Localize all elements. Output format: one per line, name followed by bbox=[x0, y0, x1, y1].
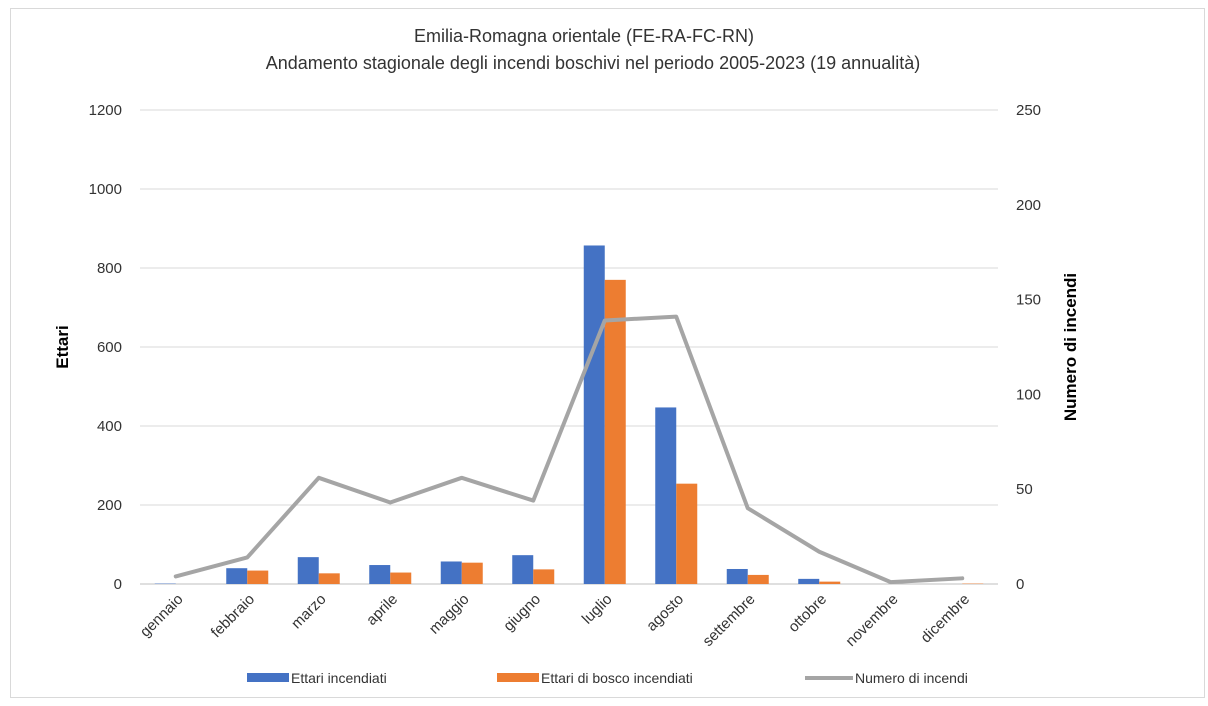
y2-tick-label: 200 bbox=[1016, 197, 1041, 214]
y2-tick-label: 50 bbox=[1016, 481, 1033, 498]
right-axis-ticks: 0 50 100 150 200 250 bbox=[1016, 102, 1041, 593]
chart-subtitle: Andamento stagionale degli incendi bosch… bbox=[266, 53, 920, 73]
bar-ettari-incendiati-marzo bbox=[297, 557, 319, 584]
bar-ettari-incendiati-ottobre bbox=[798, 578, 820, 584]
y-axis-title: Ettari bbox=[53, 325, 72, 368]
x-tick-label: marzo bbox=[288, 591, 329, 632]
legend-item: Ettari di bosco incendiati bbox=[497, 670, 693, 686]
x-tick-label: febbraio bbox=[208, 591, 258, 641]
y2-tick-label: 150 bbox=[1016, 292, 1041, 309]
legend-item: Ettari incendiati bbox=[247, 670, 387, 686]
bar-ettari-bosco-luglio bbox=[604, 279, 626, 584]
y-tick-label: 800 bbox=[97, 260, 122, 277]
x-tick-label: settembre bbox=[699, 591, 758, 650]
bar-ettari-bosco-marzo bbox=[318, 573, 340, 584]
y-tick-label: 1200 bbox=[89, 102, 122, 119]
bar-ettari-bosco-agosto bbox=[676, 483, 698, 584]
y2-axis-title: Numero di incendi bbox=[1061, 273, 1080, 421]
x-tick-label: maggio bbox=[426, 591, 473, 638]
y2-tick-label: 100 bbox=[1016, 386, 1041, 403]
y2-tick-label: 0 bbox=[1016, 576, 1024, 593]
bar-ettari-bosco-ottobre bbox=[819, 581, 841, 584]
x-tick-label: novembre bbox=[842, 591, 901, 650]
line-series bbox=[173, 314, 965, 585]
bar-ettari-bosco-febbraio bbox=[247, 570, 269, 584]
bar-ettari-incendiati-giugno bbox=[512, 555, 534, 584]
legend-label: Ettari di bosco incendiati bbox=[541, 670, 693, 686]
line-numero-incendi bbox=[173, 314, 965, 585]
y-tick-label: 200 bbox=[97, 497, 122, 514]
bar-ettari-bosco-maggio bbox=[461, 562, 483, 584]
legend-label: Numero di incendi bbox=[855, 670, 968, 686]
legend-label: Ettari incendiati bbox=[291, 670, 387, 686]
bar-ettari-incendiati-luglio bbox=[583, 245, 605, 585]
legend: Ettari incendiati Ettari di bosco incendi… bbox=[247, 670, 968, 686]
legend-item: Numero di incendi bbox=[805, 670, 968, 686]
bar-ettari-incendiati-maggio bbox=[440, 561, 462, 584]
bar-ettari-bosco-giugno bbox=[533, 569, 555, 584]
x-tick-label: giugno bbox=[500, 591, 544, 635]
gridlines bbox=[140, 109, 998, 585]
y-tick-label: 1000 bbox=[89, 181, 122, 198]
bar-ettari-bosco-aprile bbox=[390, 572, 412, 584]
bar-ettari-incendiati-febbraio bbox=[226, 568, 248, 584]
bars bbox=[154, 245, 984, 585]
legend-swatch bbox=[247, 673, 289, 682]
legend-swatch bbox=[497, 673, 539, 682]
y2-tick-label: 250 bbox=[1016, 102, 1041, 119]
bar-ettari-incendiati-settembre bbox=[726, 568, 748, 584]
bar-ettari-incendiati-aprile bbox=[369, 565, 391, 584]
x-tick-label: luglio bbox=[579, 591, 616, 628]
x-tick-label: dicembre bbox=[917, 591, 973, 647]
x-tick-label: aprile bbox=[363, 591, 401, 629]
y-tick-label: 600 bbox=[97, 339, 122, 356]
x-tick-label: gennaio bbox=[137, 591, 187, 641]
bar-ettari-incendiati-agosto bbox=[655, 407, 677, 584]
y-tick-label: 400 bbox=[97, 418, 122, 435]
category-axis-ticks: gennaio febbraio marzo aprile maggio giugno lu… bbox=[137, 591, 973, 650]
y-tick-label: 0 bbox=[114, 576, 122, 593]
left-axis-ticks: 0 200 400 600 800 1000 1200 bbox=[89, 102, 122, 593]
chart-title: Emilia-Romagna orientale (FE-RA-FC-RN) bbox=[414, 26, 754, 46]
bar-ettari-bosco-settembre bbox=[747, 574, 769, 584]
x-tick-label: ottobre bbox=[785, 591, 830, 636]
x-tick-label: agosto bbox=[643, 591, 687, 635]
